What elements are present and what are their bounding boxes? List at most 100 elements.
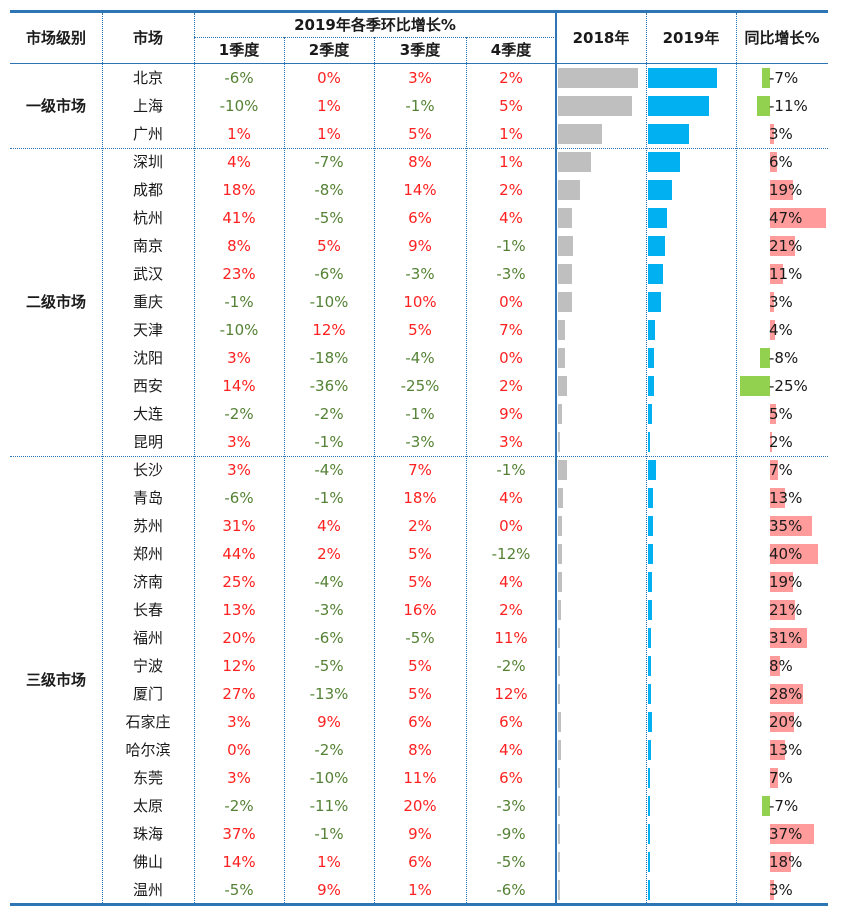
- city-name: 济南: [132, 573, 163, 591]
- yoy-value: 40%: [769, 545, 803, 563]
- yoy-bar: [770, 292, 774, 312]
- bar-2018: [558, 460, 567, 480]
- yoy-value: 35%: [769, 517, 803, 535]
- yoy-value: 20%: [769, 713, 803, 731]
- header-qoq-group: 2019年各季环比增长%: [294, 16, 456, 34]
- city-name: 太原: [132, 797, 163, 815]
- yoy-value: 6%: [769, 153, 793, 171]
- yoy-bar: [770, 404, 776, 424]
- yoy-bar: [770, 236, 795, 256]
- qoq-value-q1: -10%: [219, 97, 259, 115]
- bar-2019: [648, 740, 651, 760]
- qoq-value-q2: 9%: [317, 713, 341, 731]
- qoq-value-q4: 6%: [499, 713, 523, 731]
- col-divider: [284, 37, 285, 903]
- qoq-value-q3: 7%: [408, 461, 432, 479]
- qoq-value-q2: -18%: [309, 349, 349, 367]
- city-name: 东莞: [132, 769, 163, 787]
- qoq-value-q3: 5%: [408, 545, 432, 563]
- qoq-value-q1: 8%: [227, 237, 251, 255]
- yoy-bar: [770, 824, 814, 844]
- city-name: 石家庄: [125, 713, 171, 731]
- qoq-value-q3: 6%: [408, 853, 432, 871]
- city-name: 天津: [132, 321, 163, 339]
- yoy-bar: [770, 124, 774, 144]
- qoq-value-q1: -2%: [224, 797, 254, 815]
- qoq-value-q3: 11%: [403, 769, 437, 787]
- qoq-value-q1: 0%: [227, 741, 251, 759]
- qoq-value-q4: 12%: [494, 685, 528, 703]
- bar-2019: [648, 264, 663, 284]
- bar-2018: [558, 656, 560, 676]
- city-name: 福州: [132, 629, 163, 647]
- bar-2018: [558, 348, 565, 368]
- bar-2018: [558, 880, 560, 900]
- yoy-bar: [770, 516, 812, 536]
- header-subdivider: [194, 37, 556, 38]
- qoq-value-q4: 4%: [499, 209, 523, 227]
- bar-2019: [648, 432, 650, 452]
- qoq-value-q2: -11%: [309, 797, 349, 815]
- qoq-value-q4: 2%: [499, 181, 523, 199]
- yoy-bar: [770, 684, 803, 704]
- city-name: 成都: [132, 181, 163, 199]
- city-name: 西安: [132, 377, 163, 395]
- bar-2019: [648, 544, 653, 564]
- header-yoy: 同比增长%: [744, 29, 820, 47]
- bar-2019: [648, 768, 650, 788]
- col-divider: [466, 37, 467, 903]
- yoy-value: 31%: [769, 629, 803, 647]
- qoq-value-q4: -3%: [496, 265, 526, 283]
- yoy-value: 7%: [769, 461, 793, 479]
- city-name: 武汉: [132, 265, 163, 283]
- qoq-value-q2: 4%: [317, 517, 341, 535]
- qoq-value-q4: 4%: [499, 489, 523, 507]
- tier-divider: [10, 148, 828, 149]
- qoq-value-q2: -3%: [314, 601, 344, 619]
- qoq-value-q2: -2%: [314, 405, 344, 423]
- bar-2018: [558, 768, 560, 788]
- yoy-bar: [770, 152, 777, 172]
- qoq-value-q2: -36%: [309, 377, 349, 395]
- qoq-value-q2: -10%: [309, 293, 349, 311]
- qoq-value-q3: 14%: [403, 181, 437, 199]
- city-name: 南京: [132, 237, 163, 255]
- yoy-value: 7%: [769, 769, 793, 787]
- qoq-value-q2: -7%: [314, 153, 344, 171]
- city-name: 苏州: [132, 517, 163, 535]
- qoq-value-q2: 0%: [317, 69, 341, 87]
- qoq-value-q3: 5%: [408, 685, 432, 703]
- qoq-value-q1: 14%: [222, 853, 256, 871]
- qoq-value-q4: 5%: [499, 97, 523, 115]
- qoq-value-q1: -6%: [224, 69, 254, 87]
- bar-2019: [648, 516, 653, 536]
- qoq-value-q3: -3%: [405, 433, 435, 451]
- qoq-value-q1: 3%: [227, 349, 251, 367]
- qoq-value-q2: 5%: [317, 237, 341, 255]
- qoq-value-q2: 1%: [317, 125, 341, 143]
- qoq-value-q2: -2%: [314, 741, 344, 759]
- yoy-value: 18%: [769, 853, 803, 871]
- col-divider-main: [555, 13, 557, 903]
- qoq-value-q3: 5%: [408, 573, 432, 591]
- qoq-value-q4: -1%: [496, 461, 526, 479]
- table-bottom-border: [10, 903, 828, 906]
- bar-2019: [648, 348, 654, 368]
- qoq-value-q3: 9%: [408, 825, 432, 843]
- qoq-value-q3: 5%: [408, 125, 432, 143]
- qoq-value-q3: 16%: [403, 601, 437, 619]
- qoq-value-q2: 2%: [317, 545, 341, 563]
- qoq-value-q2: -6%: [314, 629, 344, 647]
- yoy-bar: [770, 740, 785, 760]
- qoq-value-q3: 10%: [403, 293, 437, 311]
- qoq-value-q2: 12%: [312, 321, 346, 339]
- yoy-value: 8%: [769, 657, 793, 675]
- bar-2018: [558, 712, 561, 732]
- qoq-value-q3: 6%: [408, 713, 432, 731]
- qoq-value-q4: -12%: [491, 545, 531, 563]
- city-name: 温州: [132, 881, 163, 899]
- yoy-bar: [757, 96, 770, 116]
- qoq-value-q3: 2%: [408, 517, 432, 535]
- qoq-value-q1: 1%: [227, 125, 251, 143]
- city-name: 昆明: [132, 433, 163, 451]
